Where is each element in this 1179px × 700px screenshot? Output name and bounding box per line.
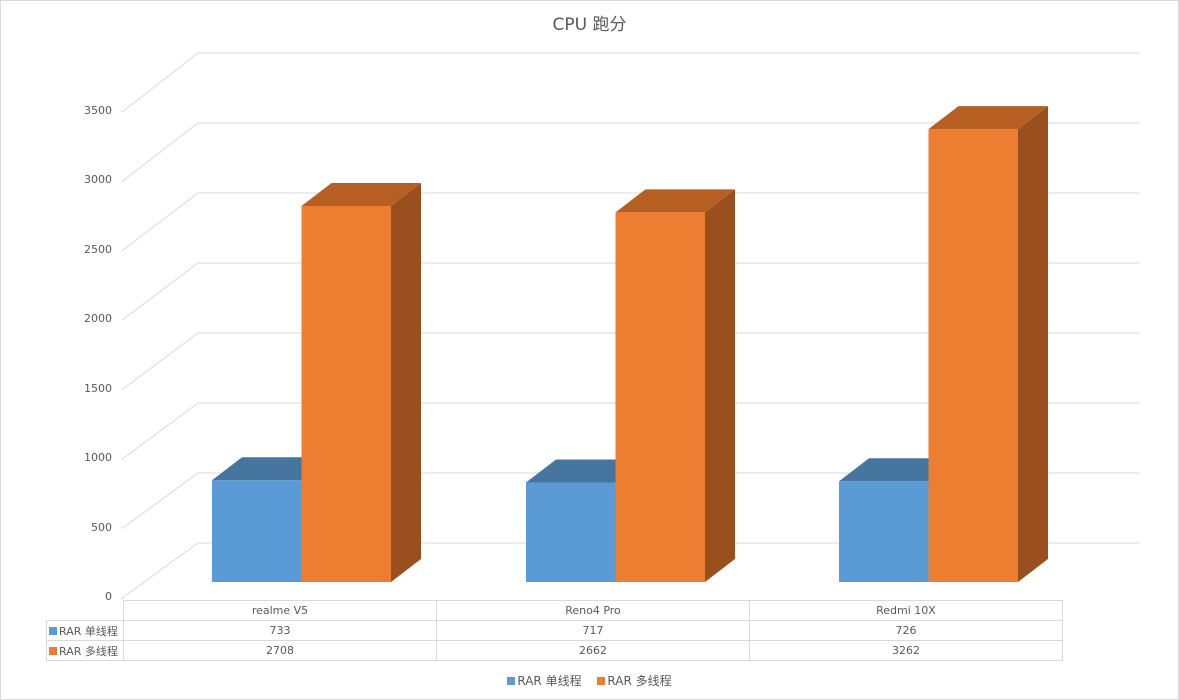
table-row: RAR 单线程 733 717 726 [46,620,1063,641]
series-swatch-multi-thread [49,646,57,655]
bar-top [615,189,735,213]
category-label: Reno4 Pro [436,600,750,621]
table-row: RAR 多线程 2708 2662 3262 [46,640,1063,661]
gridline [121,332,1140,391]
series-swatch-single-thread [49,626,57,635]
legend: RAR 单线程 RAR 多线程 [0,672,1179,689]
y-tick-label: 0 [105,590,112,603]
y-tick-label: 500 [91,520,112,534]
legend-item-single-thread[interactable]: RAR 单线程 [507,672,582,689]
category-label: realme V5 [123,600,437,621]
bar-top [301,183,421,206]
bar[interactable] [301,206,392,582]
y-tick-label: 2500 [84,242,112,256]
table-cell: 733 [123,620,437,641]
gridline [121,542,1140,599]
category-label: Redmi 10X [749,600,1063,621]
bar[interactable] [928,129,1019,582]
y-tick-label: 1000 [84,451,112,465]
table-cell: 717 [436,620,750,641]
data-table: realme V5 Reno4 Pro Redmi 10X RAR 单线程 73… [46,600,1063,661]
bar-side [391,183,421,582]
legend-swatch [507,677,516,685]
bar[interactable] [526,482,616,582]
bar[interactable] [839,481,929,582]
gridline [121,402,1140,460]
table-cell: 2662 [436,640,750,661]
legend-swatch [597,677,606,685]
table-cell: 726 [749,620,1063,641]
bar[interactable] [212,480,302,582]
chart-title: CPU 跑分 [552,15,627,35]
bar-top [928,106,1048,130]
bar-side [705,189,735,582]
y-tick-label: 3500 [84,104,112,117]
table-cell: 2708 [123,640,437,661]
legend-item-multi-thread[interactable]: RAR 多线程 [597,672,672,689]
table-cell: 3262 [749,640,1063,661]
y-tick-label: 1500 [84,381,112,395]
gridline [121,472,1140,529]
gridline [121,52,1140,113]
gridline [121,122,1140,182]
y-tick-label: 2000 [84,312,112,326]
gridline [121,192,1140,252]
y-tick-label: 3000 [84,173,112,187]
bar[interactable] [615,212,706,582]
bar-side [1018,106,1048,583]
gridline [121,262,1140,321]
